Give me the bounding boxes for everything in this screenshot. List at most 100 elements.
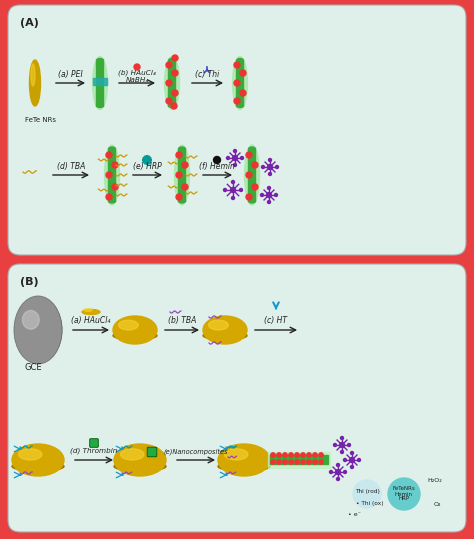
- Text: (a) PEI: (a) PEI: [58, 71, 82, 79]
- Ellipse shape: [109, 147, 116, 151]
- Circle shape: [246, 152, 252, 158]
- Text: (b) TBA: (b) TBA: [168, 315, 196, 324]
- Ellipse shape: [92, 57, 108, 109]
- Circle shape: [271, 453, 275, 457]
- Ellipse shape: [179, 199, 185, 203]
- Bar: [179, 149, 185, 201]
- Circle shape: [283, 460, 287, 464]
- Ellipse shape: [225, 449, 248, 460]
- Circle shape: [340, 437, 344, 439]
- Ellipse shape: [84, 309, 92, 311]
- Circle shape: [182, 162, 188, 168]
- Circle shape: [240, 90, 246, 96]
- Circle shape: [234, 163, 237, 167]
- Circle shape: [134, 64, 140, 70]
- Text: NaBH₄: NaBH₄: [126, 77, 149, 83]
- Circle shape: [246, 194, 252, 200]
- Circle shape: [307, 460, 311, 464]
- Circle shape: [172, 70, 178, 76]
- Circle shape: [301, 460, 305, 464]
- Circle shape: [112, 162, 118, 168]
- Circle shape: [234, 149, 237, 153]
- Circle shape: [266, 192, 272, 197]
- Ellipse shape: [104, 145, 119, 205]
- Circle shape: [339, 443, 345, 447]
- Ellipse shape: [237, 59, 244, 63]
- Circle shape: [240, 156, 244, 160]
- Ellipse shape: [248, 199, 255, 203]
- Text: (B): (B): [20, 277, 38, 287]
- Text: GCE: GCE: [25, 363, 43, 372]
- Circle shape: [239, 189, 243, 191]
- Circle shape: [307, 453, 311, 457]
- Circle shape: [182, 184, 188, 190]
- Text: (c) Thi: (c) Thi: [195, 70, 219, 79]
- Bar: [248, 149, 255, 201]
- Circle shape: [176, 172, 182, 178]
- Circle shape: [176, 152, 182, 158]
- Bar: [237, 60, 244, 106]
- Text: • e⁻: • e⁻: [347, 513, 360, 517]
- FancyBboxPatch shape: [8, 264, 466, 532]
- Ellipse shape: [179, 147, 185, 151]
- Ellipse shape: [18, 449, 42, 460]
- Circle shape: [313, 453, 317, 457]
- Circle shape: [289, 453, 293, 457]
- Circle shape: [231, 181, 235, 183]
- Ellipse shape: [29, 60, 40, 106]
- Text: HRP: HRP: [399, 496, 410, 501]
- Circle shape: [267, 201, 271, 204]
- Circle shape: [340, 451, 344, 453]
- FancyBboxPatch shape: [147, 447, 157, 457]
- Text: (e) HRP: (e) HRP: [133, 162, 161, 171]
- Circle shape: [350, 466, 354, 468]
- Circle shape: [166, 80, 172, 86]
- Circle shape: [357, 459, 361, 461]
- Circle shape: [171, 103, 177, 109]
- Bar: [168, 60, 175, 106]
- Ellipse shape: [168, 103, 175, 107]
- Ellipse shape: [12, 444, 64, 476]
- Ellipse shape: [237, 103, 244, 107]
- Text: (d) TBA: (d) TBA: [57, 162, 85, 171]
- Circle shape: [261, 194, 264, 197]
- Circle shape: [230, 188, 236, 192]
- Circle shape: [267, 186, 271, 190]
- Ellipse shape: [168, 59, 175, 63]
- Circle shape: [262, 165, 264, 169]
- Circle shape: [344, 459, 346, 461]
- Circle shape: [106, 152, 112, 158]
- Circle shape: [268, 158, 272, 162]
- Ellipse shape: [114, 444, 166, 476]
- Ellipse shape: [164, 57, 180, 109]
- Circle shape: [112, 184, 118, 190]
- Ellipse shape: [16, 298, 62, 363]
- Ellipse shape: [21, 301, 61, 358]
- Text: O₂: O₂: [433, 502, 441, 508]
- Ellipse shape: [118, 320, 138, 330]
- Ellipse shape: [97, 103, 103, 107]
- Circle shape: [295, 453, 299, 457]
- Circle shape: [267, 164, 273, 169]
- Text: (b) HAuCl₄: (b) HAuCl₄: [118, 70, 156, 76]
- FancyBboxPatch shape: [8, 5, 466, 255]
- Text: • Thi (ox): • Thi (ox): [356, 501, 383, 507]
- Ellipse shape: [97, 59, 103, 63]
- Circle shape: [277, 453, 281, 457]
- Text: FeTeNRs: FeTeNRs: [392, 487, 415, 492]
- Circle shape: [246, 172, 252, 178]
- Text: Hemin: Hemin: [395, 492, 413, 496]
- Text: (f) Hemin: (f) Hemin: [199, 162, 235, 171]
- Circle shape: [252, 162, 258, 168]
- Circle shape: [337, 478, 339, 480]
- Circle shape: [289, 460, 293, 464]
- Circle shape: [106, 172, 112, 178]
- Circle shape: [166, 98, 172, 104]
- Ellipse shape: [245, 145, 259, 205]
- Bar: [270, 455, 328, 464]
- Ellipse shape: [12, 461, 64, 471]
- Circle shape: [301, 453, 305, 457]
- Bar: [268, 452, 330, 468]
- Ellipse shape: [109, 199, 116, 203]
- Circle shape: [176, 194, 182, 200]
